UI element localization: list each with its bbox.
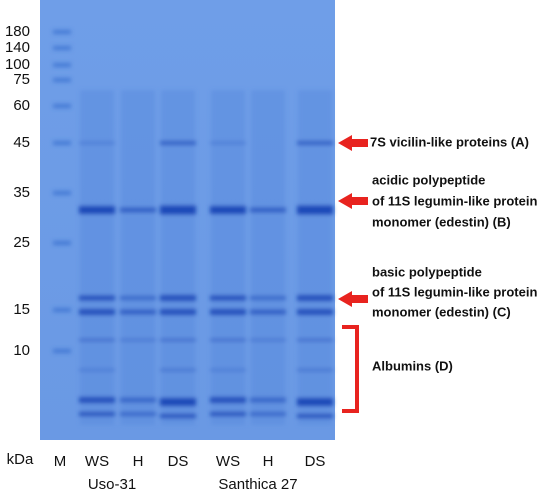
- marker-label: 45: [13, 134, 30, 151]
- band: [210, 412, 246, 416]
- band: [160, 309, 196, 315]
- lane-label: H: [263, 453, 274, 470]
- lane-label: DS: [168, 453, 189, 470]
- band: [120, 309, 156, 315]
- band: [297, 309, 333, 315]
- marker-label: 10: [13, 342, 30, 359]
- unit-label: kDa: [7, 451, 34, 468]
- marker-label: 35: [13, 184, 30, 201]
- lane-smear: [161, 90, 195, 425]
- band: [210, 309, 246, 315]
- arrows: [338, 135, 368, 413]
- band: [250, 338, 286, 342]
- band: [160, 398, 196, 406]
- marker-label: 75: [13, 71, 30, 88]
- band: [160, 338, 196, 342]
- band: [79, 397, 115, 403]
- band: [120, 338, 156, 342]
- marker-band: [53, 349, 71, 353]
- band: [297, 338, 333, 342]
- marker-label: 15: [13, 301, 30, 318]
- marker-label: 140: [5, 39, 30, 56]
- band: [210, 338, 246, 342]
- band: [79, 206, 115, 214]
- marker-band: [53, 63, 71, 67]
- band: [160, 205, 196, 215]
- marker-band: [53, 104, 71, 108]
- marker-band: [53, 241, 71, 245]
- lane-label: M: [54, 453, 67, 470]
- band: [210, 141, 246, 145]
- lane-smear: [121, 90, 155, 425]
- marker-band: [53, 30, 71, 34]
- band: [250, 207, 286, 213]
- band: [79, 412, 115, 416]
- lane-smear: [80, 90, 114, 425]
- band: [160, 368, 196, 372]
- marker-band: [53, 78, 71, 82]
- band: [120, 207, 156, 213]
- band: [210, 368, 246, 372]
- band: [297, 141, 333, 145]
- annotation: acidic polypeptide: [372, 172, 485, 187]
- marker-band: [53, 141, 71, 145]
- band: [250, 397, 286, 403]
- lane-smear: [251, 90, 285, 425]
- lane-label: H: [133, 453, 144, 470]
- annotation: of 11S legumin-like protein: [372, 284, 537, 299]
- annotation: monomer (edestin) (B): [372, 214, 511, 229]
- marker-band: [53, 191, 71, 195]
- band: [160, 295, 196, 301]
- band: [250, 412, 286, 416]
- band: [210, 397, 246, 403]
- band: [250, 296, 286, 300]
- band: [297, 414, 333, 418]
- annotation: 7S vicilin-like proteins (A): [370, 134, 529, 149]
- band: [297, 368, 333, 372]
- band: [79, 309, 115, 315]
- annotation: basic polypeptide: [372, 264, 482, 279]
- band: [210, 206, 246, 214]
- annotation: of 11S legumin-like protein: [372, 193, 537, 208]
- marker-label: 100: [5, 56, 30, 73]
- band: [297, 205, 333, 215]
- lane-label: WS: [85, 453, 109, 470]
- band: [297, 398, 333, 406]
- band: [120, 397, 156, 403]
- band: [297, 295, 333, 301]
- marker-label: 180: [5, 23, 30, 40]
- band: [120, 296, 156, 300]
- bands: [53, 30, 333, 425]
- band: [210, 295, 246, 301]
- lane-label: WS: [216, 453, 240, 470]
- lane-label: DS: [305, 453, 326, 470]
- band: [79, 141, 115, 145]
- lane-smear: [211, 90, 245, 425]
- band: [250, 309, 286, 315]
- marker-band: [53, 308, 71, 312]
- marker-label: 25: [13, 234, 30, 251]
- band: [79, 338, 115, 342]
- band: [79, 368, 115, 372]
- annotation: monomer (edestin) (C): [372, 304, 511, 319]
- marker-band: [53, 46, 71, 50]
- group-label: Uso-31: [88, 476, 136, 493]
- lane-smear: [298, 90, 332, 425]
- marker-label: 60: [13, 97, 30, 114]
- band: [160, 141, 196, 145]
- group-label: Santhica 27: [218, 476, 297, 493]
- annotation: Albumins (D): [372, 358, 453, 373]
- band: [120, 412, 156, 416]
- band: [160, 414, 196, 418]
- band: [79, 295, 115, 301]
